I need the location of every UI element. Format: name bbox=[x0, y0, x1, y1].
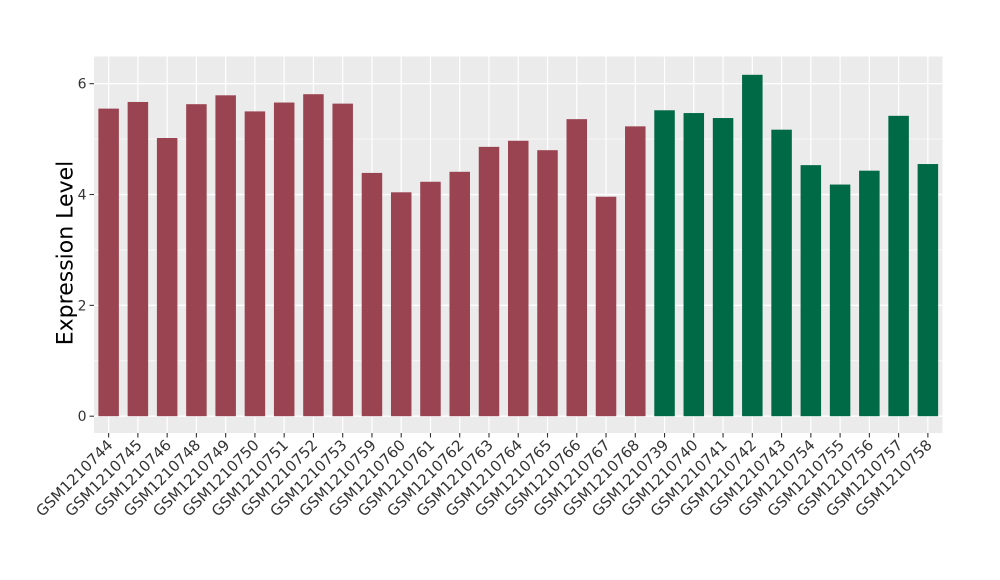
bar-GSM1210756 bbox=[859, 170, 880, 417]
bar-GSM1210757 bbox=[888, 115, 909, 417]
bar-GSM1210751 bbox=[273, 102, 295, 417]
bar-GSM1210748 bbox=[186, 104, 207, 417]
y-tick-label: 0 bbox=[78, 409, 87, 425]
bar-GSM1210760 bbox=[390, 192, 412, 417]
y-tick-label: 4 bbox=[78, 188, 87, 204]
bar-GSM1210744 bbox=[98, 108, 119, 417]
bar-GSM1210754 bbox=[800, 165, 822, 417]
bar-GSM1210750 bbox=[244, 111, 266, 417]
bar-GSM1210741 bbox=[712, 118, 734, 417]
bar-GSM1210763 bbox=[478, 146, 500, 417]
y-tick-label: 2 bbox=[78, 298, 87, 314]
y-tick-label: 6 bbox=[78, 77, 87, 93]
bar-GSM1210765 bbox=[537, 150, 558, 417]
bar-GSM1210749 bbox=[215, 95, 236, 417]
bar-GSM1210753 bbox=[332, 103, 353, 417]
bar-GSM1210743 bbox=[771, 129, 792, 417]
bar-GSM1210755 bbox=[829, 184, 851, 417]
bar-GSM1210758 bbox=[917, 164, 939, 417]
bar-GSM1210745 bbox=[127, 101, 149, 417]
bar-GSM1210739 bbox=[654, 110, 675, 417]
bar-GSM1210742 bbox=[742, 74, 763, 417]
bar-GSM1210759 bbox=[361, 172, 383, 417]
bar-GSM1210752 bbox=[303, 94, 324, 417]
bar-GSM1210740 bbox=[683, 113, 705, 417]
bar-GSM1210762 bbox=[449, 171, 470, 417]
bar-GSM1210768 bbox=[625, 126, 646, 417]
bar-GSM1210767 bbox=[595, 196, 617, 417]
bar-GSM1210761 bbox=[420, 181, 441, 417]
bar-GSM1210766 bbox=[566, 119, 588, 417]
bar-GSM1210764 bbox=[508, 140, 529, 417]
bar-GSM1210746 bbox=[156, 137, 178, 417]
